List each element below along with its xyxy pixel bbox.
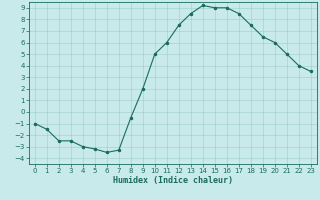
X-axis label: Humidex (Indice chaleur): Humidex (Indice chaleur): [113, 176, 233, 185]
